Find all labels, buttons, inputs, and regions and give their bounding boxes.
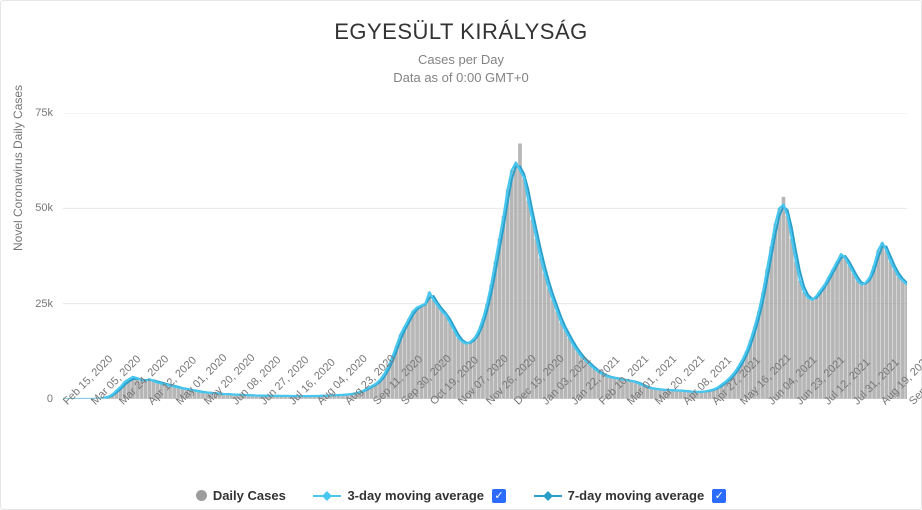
legend-ma3-label: 3-day moving average <box>347 488 484 503</box>
legend-item-ma7[interactable]: 7-day moving average ✓ <box>534 488 727 503</box>
y-tick-label: 50k <box>35 202 53 214</box>
subtitle-line2: Data as of 0:00 GMT+0 <box>393 70 528 85</box>
x-axis-ticks: Feb 15, 2020Mar 05, 2020Mar 24, 2020Apr … <box>63 399 907 479</box>
legend: Daily Cases 3-day moving average ✓ 7-day… <box>1 487 921 503</box>
legend-item-bars[interactable]: Daily Cases <box>196 488 286 503</box>
line-swatch-icon <box>313 491 341 501</box>
ma3-checkbox[interactable]: ✓ <box>492 489 506 503</box>
y-axis-ticks: 025k50k75k <box>1 113 59 399</box>
chart-title: EGYESÜLT KIRÁLYSÁG <box>1 19 921 45</box>
chart-subtitle: Cases per Day Data as of 0:00 GMT+0 <box>1 51 921 86</box>
legend-item-ma3[interactable]: 3-day moving average ✓ <box>313 488 506 503</box>
legend-bar-label: Daily Cases <box>213 488 286 503</box>
y-tick-label: 0 <box>47 393 53 405</box>
subtitle-line1: Cases per Day <box>418 52 504 67</box>
bar-swatch-icon <box>196 490 207 501</box>
ma7-checkbox[interactable]: ✓ <box>712 489 726 503</box>
legend-ma7-label: 7-day moving average <box>568 488 705 503</box>
chart-card: EGYESÜLT KIRÁLYSÁG Cases per Day Data as… <box>0 0 922 510</box>
y-tick-label: 25k <box>35 298 53 310</box>
y-tick-label: 75k <box>35 107 53 119</box>
line-swatch-icon <box>534 491 562 501</box>
